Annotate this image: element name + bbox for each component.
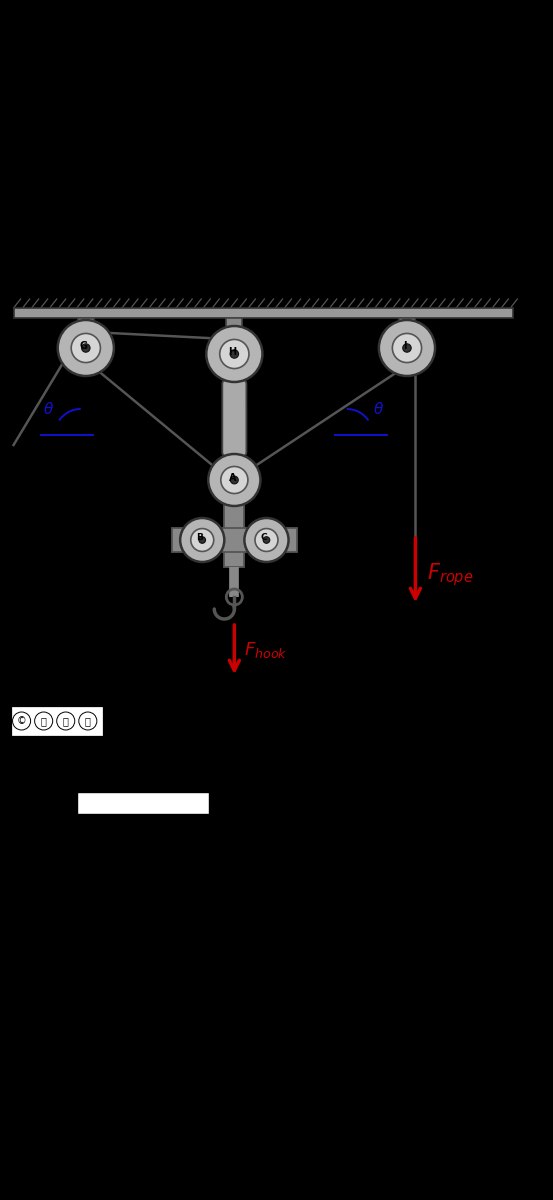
Text: ⓘ: ⓘ (41, 716, 46, 726)
Bar (14, 308, 513, 318)
Circle shape (379, 320, 435, 376)
Text: B: B (196, 534, 202, 542)
Text: I: I (403, 341, 406, 350)
Circle shape (393, 334, 421, 362)
Circle shape (79, 712, 97, 730)
Circle shape (220, 340, 249, 368)
Circle shape (180, 518, 225, 562)
Circle shape (263, 536, 270, 544)
Circle shape (230, 349, 238, 358)
Text: $F_{rope}$  =: $F_{rope}$ = (11, 794, 57, 811)
Circle shape (221, 467, 248, 493)
FancyBboxPatch shape (77, 792, 209, 814)
Circle shape (35, 712, 53, 730)
Circle shape (255, 528, 278, 552)
Circle shape (208, 454, 260, 506)
Bar (78, 318, 94, 334)
Circle shape (244, 518, 289, 562)
Circle shape (206, 326, 263, 382)
Text: 2013 Michael Swanbom: 2013 Michael Swanbom (12, 739, 142, 749)
Circle shape (58, 320, 114, 376)
Circle shape (199, 536, 206, 544)
Text: $F_{hook}$: $F_{hook}$ (244, 640, 288, 660)
Bar (226, 318, 242, 348)
Circle shape (82, 343, 90, 353)
Text: E: E (247, 398, 253, 408)
Text: ⓐ: ⓐ (85, 716, 91, 726)
Text: G: G (80, 341, 88, 350)
FancyBboxPatch shape (11, 706, 103, 736)
Text: ©: © (17, 716, 27, 726)
Text: The hoist consists of a single rope and an arrangement of frictionless pulleys a: The hoist consists of a single rope and … (11, 234, 553, 296)
Text: $\theta$: $\theta$ (43, 401, 54, 416)
Circle shape (231, 476, 238, 484)
Bar (225, 454, 244, 566)
Text: D: D (247, 598, 255, 608)
Circle shape (13, 712, 30, 730)
Bar (172, 528, 296, 552)
Text: A: A (228, 473, 236, 482)
Text: Note the figure may not be to scale.: Note the figure may not be to scale. (11, 770, 208, 780)
Text: ⓢ: ⓢ (63, 716, 69, 726)
Circle shape (57, 712, 75, 730)
Circle shape (403, 343, 411, 353)
Text: $F_{rope}$: $F_{rope}$ (427, 562, 474, 588)
Circle shape (71, 334, 101, 362)
Text: kN: kN (214, 797, 231, 810)
Circle shape (191, 528, 213, 552)
Text: H: H (228, 347, 236, 358)
FancyBboxPatch shape (222, 380, 247, 456)
Text: C: C (260, 534, 267, 542)
Text: $\theta$: $\theta$ (373, 401, 384, 416)
Bar (399, 318, 415, 334)
